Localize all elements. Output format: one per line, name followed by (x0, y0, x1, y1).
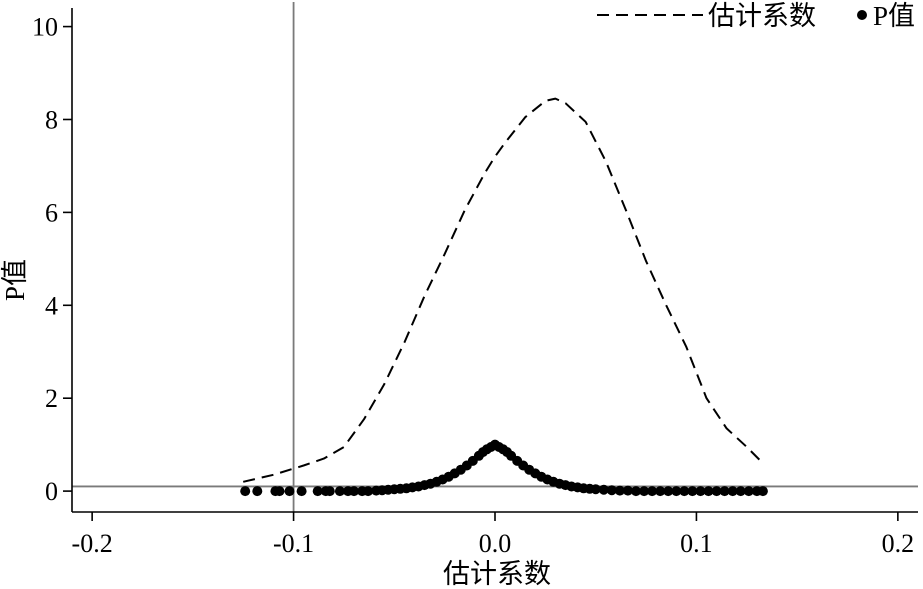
p-value-point (240, 486, 251, 497)
p-value-point (284, 486, 295, 497)
p-value-point (324, 486, 335, 497)
p-value-point (687, 486, 698, 497)
legend-label-pvalue: P值 (873, 1, 915, 31)
p-value-point (614, 485, 625, 496)
legend-dot-swatch (857, 10, 867, 20)
p-value-point (655, 486, 666, 497)
p-value-point (719, 486, 730, 497)
x-tick-label: 0.0 (479, 529, 512, 558)
p-value-point (663, 486, 674, 497)
x-tick-label: 0.2 (882, 529, 915, 558)
x-tick-label: -0.2 (72, 529, 113, 558)
y-axis-title: P值 (0, 259, 30, 301)
p-value-point (671, 486, 682, 497)
p-value-point (639, 486, 650, 497)
x-axis-ticks: -0.2 -0.1 0.0 0.1 0.2 (72, 512, 915, 558)
y-tick-label: 2 (45, 384, 58, 413)
p-value-point (590, 484, 601, 495)
p-value-point (703, 486, 714, 497)
p-value-point (606, 485, 617, 496)
p-value-point (296, 486, 307, 497)
p-value-point (711, 486, 722, 497)
p-value-point (695, 486, 706, 497)
estimate-coefficient-line (242, 97, 764, 483)
p-value-series (240, 439, 768, 497)
y-tick-label: 4 (45, 291, 58, 320)
p-value-point (363, 486, 374, 497)
reference-lines (72, 2, 918, 512)
estimate-coefficient-series (242, 97, 764, 483)
y-tick-label: 6 (45, 198, 58, 227)
p-value-point (252, 486, 263, 497)
legend-label-estimate: 估计系数 (708, 1, 816, 31)
p-value-point (334, 486, 345, 497)
p-value-point (735, 486, 746, 497)
p-value-point (274, 486, 285, 497)
y-tick-label: 10 (32, 13, 58, 42)
x-axis-title: 估计系数 (443, 559, 551, 589)
p-value-point (727, 486, 738, 497)
chart-legend: 估计系数 P值 (597, 1, 915, 31)
p-value-point (598, 484, 609, 495)
p-value-point (757, 486, 768, 497)
p-value-point (622, 485, 633, 496)
y-tick-label: 8 (45, 105, 58, 134)
p-value-point (312, 486, 323, 497)
y-axis-ticks: 0 2 4 6 8 10 (32, 13, 72, 506)
p-value-point (679, 486, 690, 497)
p-value-point (647, 486, 658, 497)
p-value-point (743, 486, 754, 497)
y-tick-label: 0 (45, 477, 58, 506)
p-value-point (349, 486, 359, 497)
x-tick-label: 0.1 (680, 529, 713, 558)
x-tick-label: -0.1 (273, 529, 314, 558)
p-value-point (631, 486, 641, 497)
